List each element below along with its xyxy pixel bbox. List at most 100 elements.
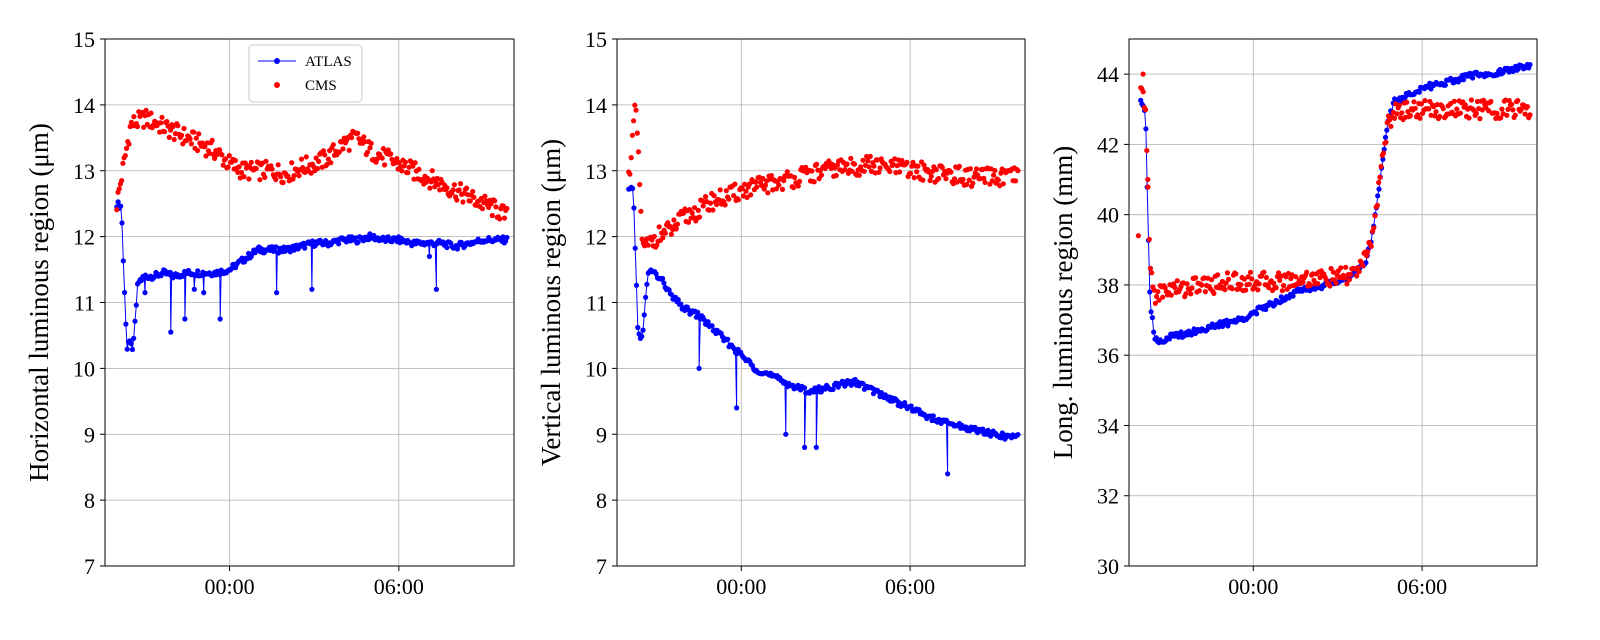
data-point xyxy=(1222,287,1228,293)
data-point xyxy=(223,156,229,162)
data-point xyxy=(1188,291,1194,297)
data-point xyxy=(628,155,634,161)
data-point xyxy=(1512,112,1518,118)
data-point xyxy=(731,193,737,199)
data-point xyxy=(1383,139,1389,145)
data-point xyxy=(1416,89,1422,95)
data-point xyxy=(426,253,432,259)
data-point xyxy=(411,176,417,182)
data-point xyxy=(385,147,391,153)
data-point xyxy=(678,301,684,307)
data-point xyxy=(1341,275,1348,281)
data-point xyxy=(1215,272,1221,278)
data-point xyxy=(119,220,125,226)
y-tick-label: 12 xyxy=(585,225,607,250)
data-point xyxy=(792,174,798,181)
data-point xyxy=(914,169,920,175)
plot-frame xyxy=(104,38,515,567)
data-point xyxy=(187,136,193,142)
data-point xyxy=(735,197,742,203)
data-point xyxy=(660,235,666,241)
data-point xyxy=(842,167,848,173)
data-point xyxy=(1178,329,1184,335)
data-point xyxy=(278,174,284,180)
data-point xyxy=(158,120,164,126)
data-point xyxy=(742,181,748,187)
data-point xyxy=(257,177,263,183)
data-point xyxy=(725,336,731,342)
data-point xyxy=(1440,106,1446,112)
y-tick-label: 10 xyxy=(73,356,95,381)
data-point xyxy=(204,140,210,146)
data-point xyxy=(1154,293,1160,300)
data-point xyxy=(627,171,633,177)
data-point xyxy=(765,190,771,196)
data-point xyxy=(388,151,394,157)
data-point xyxy=(1497,66,1503,73)
x-tick-label: 00:00 xyxy=(205,574,255,599)
data-point xyxy=(210,151,216,157)
data-point xyxy=(904,159,910,165)
data-point xyxy=(1378,163,1384,170)
data-point xyxy=(219,152,225,158)
data-point xyxy=(120,160,126,166)
data-point xyxy=(709,323,715,329)
data-point xyxy=(754,184,760,190)
y-tick-label: 15 xyxy=(585,27,607,52)
data-point xyxy=(182,316,188,322)
data-point xyxy=(638,208,644,214)
data-point xyxy=(429,168,435,174)
data-point xyxy=(988,433,994,439)
data-point xyxy=(871,163,877,169)
data-point xyxy=(141,124,147,130)
data-point xyxy=(966,177,972,183)
data-point xyxy=(711,193,717,199)
data-point xyxy=(674,221,681,227)
data-point xyxy=(1499,106,1505,112)
data-point xyxy=(1494,110,1500,116)
data-point xyxy=(123,145,130,151)
data-point xyxy=(1527,62,1533,68)
series-cms xyxy=(114,107,510,222)
data-point xyxy=(164,119,170,125)
data-point xyxy=(1333,280,1339,286)
data-point xyxy=(128,341,134,347)
data-point xyxy=(1368,243,1374,249)
data-point xyxy=(1300,279,1306,285)
data-point xyxy=(1183,291,1189,297)
data-point xyxy=(1247,269,1254,275)
data-point xyxy=(1266,285,1272,291)
y-tick-label: 34 xyxy=(1097,413,1119,438)
data-point xyxy=(748,192,754,198)
data-point xyxy=(471,194,477,200)
data-point xyxy=(844,161,850,167)
data-point xyxy=(671,217,677,223)
data-point xyxy=(1224,270,1230,276)
data-point xyxy=(212,155,218,161)
data-point xyxy=(921,162,927,168)
data-point xyxy=(1148,309,1154,315)
data-point xyxy=(361,134,367,140)
data-point xyxy=(818,172,825,178)
data-point xyxy=(1380,150,1387,156)
data-point xyxy=(700,203,706,209)
data-point xyxy=(928,173,934,179)
data-point xyxy=(1376,179,1382,186)
data-point xyxy=(1217,319,1223,325)
data-point xyxy=(1156,297,1162,303)
data-point xyxy=(1000,181,1006,187)
data-point xyxy=(1208,277,1215,283)
data-point xyxy=(633,282,640,288)
data-point xyxy=(643,294,649,300)
data-point xyxy=(897,169,903,175)
data-point xyxy=(1330,269,1337,275)
data-point xyxy=(701,317,707,323)
data-point xyxy=(1509,101,1515,107)
data-point xyxy=(1261,269,1267,275)
data-point xyxy=(834,162,841,168)
data-point xyxy=(217,316,223,322)
data-point xyxy=(196,131,202,137)
data-point xyxy=(661,280,667,286)
data-point xyxy=(1461,77,1467,83)
data-point xyxy=(1256,281,1262,287)
